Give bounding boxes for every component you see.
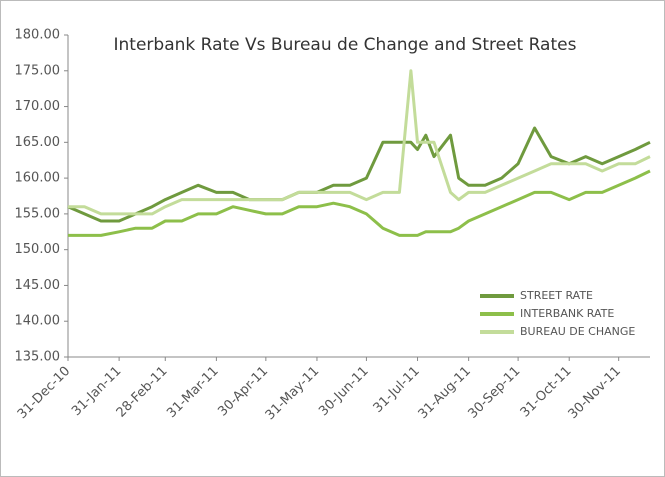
y-tick-label: 140.00 xyxy=(15,314,61,329)
y-tick-label: 170.00 xyxy=(15,99,61,114)
legend-label: STREET RATE xyxy=(520,289,593,302)
y-tick-label: 135.00 xyxy=(15,350,61,365)
y-tick-label: 180.00 xyxy=(15,28,61,43)
y-tick-label: 145.00 xyxy=(15,278,61,293)
series-line xyxy=(68,169,651,237)
legend-label: INTERBANK RATE xyxy=(520,307,614,320)
y-tick-label: 165.00 xyxy=(15,135,61,150)
y-tick-label: 150.00 xyxy=(15,242,61,257)
series-line xyxy=(68,69,651,216)
chart-title: Interbank Rate Vs Bureau de Change and S… xyxy=(114,35,577,55)
y-tick-label: 175.00 xyxy=(15,63,61,78)
y-tick-label: 155.00 xyxy=(15,206,61,221)
legend-label: BUREAU DE CHANGE xyxy=(520,325,635,338)
series-line xyxy=(67,126,651,223)
y-tick-label: 160.00 xyxy=(15,171,61,186)
